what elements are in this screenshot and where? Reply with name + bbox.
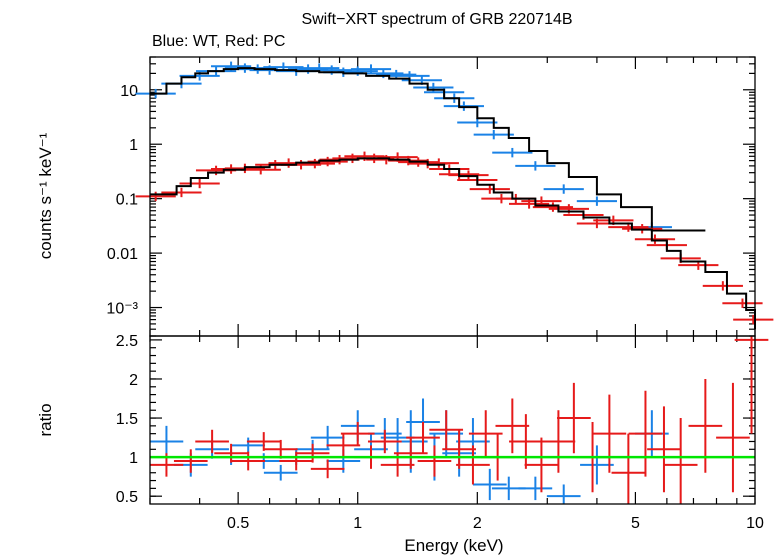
pc-ratio-point [340,421,375,446]
y-tick-label: 0.5 [116,489,138,506]
pc-ratio-point [295,443,330,463]
pc-data-point [722,298,763,308]
wt-ratio-point [580,445,614,485]
pc-ratio-point [628,390,663,477]
pc-ratio-point [417,445,452,477]
chart-subtitle: Blue: WT, Red: PC [152,33,285,50]
pc-ratio-point [663,418,698,504]
wt-data-point [515,161,556,171]
pc-ratio-point [326,433,361,458]
wt-ratio-point [472,468,507,501]
pc-data-point [521,196,562,206]
y-tick-label: 10⁻³ [106,301,138,318]
pc-ratio-point [647,406,681,493]
wt-ratio-point [263,464,298,481]
pc-ratio-point [173,449,208,473]
pc-ratio-point [406,421,440,454]
x-tick-label: 0.5 [227,515,249,532]
pc-data-point [179,178,220,189]
wt-ratio-point [518,476,553,501]
wt-data-point [457,117,498,128]
pc-data-point [634,234,676,244]
x-axis-label: Energy (keV) [404,536,503,555]
y-tick-label: 0.01 [107,246,138,263]
pc-data-point [161,187,202,198]
pc-model-line [150,157,756,330]
pc-ratio-point [592,394,627,473]
x-tick-label: 5 [631,515,640,532]
pc-data-point [702,281,743,291]
pc-ratio-point [214,443,248,463]
ratio-panel-frame [149,335,756,505]
pc-data-point [418,158,459,168]
y-tick-label: 2 [129,372,138,389]
pc-ratio-point [716,382,750,493]
y-tick-label: 1 [129,137,138,154]
pc-ratio-point [442,429,476,469]
wt-data-point [473,129,514,140]
wt-data-point [492,147,533,158]
wt-data-point [350,64,392,74]
pc-ratio-point [195,429,229,454]
pc-ratio-point [429,410,464,450]
bottom-y-axis-label: ratio [36,403,55,436]
pc-ratio-point [541,410,576,473]
wt-ratio-point [149,425,184,458]
pc-ratio-point [734,336,769,434]
pc-ratio-point [456,445,490,485]
pc-ratio-point [310,459,345,479]
pc-ratio-point [688,378,723,473]
y-tick-label: 1.5 [116,411,138,428]
ratio-panel: 0.5 1 1.5 2 2.5 0.5 1 2 5 10 [116,333,769,532]
pc-ratio-point [524,437,559,493]
wt-data-point [543,184,584,194]
pc-ratio-point [231,451,266,471]
x-tick-label: 10 [746,515,764,532]
pc-ratio-point [557,382,591,454]
wt-ratio-point [546,484,581,504]
pc-ratio-point [509,414,543,469]
y-tick-label: 2.5 [116,333,138,350]
pc-ratio-point [393,437,428,469]
pc-ratio-point [611,433,646,504]
pc-data-point [733,314,774,325]
wt-model-line [150,67,706,232]
pc-ratio-point [367,429,402,454]
spectrum-panel: 10 1 0.1 0.01 10⁻³ [106,56,774,337]
x-tick-label: 1 [353,515,362,532]
wt-data-point [576,196,618,206]
y-tick-label: 1 [129,450,138,467]
pc-ratio-point [246,432,281,451]
pc-data-point [135,191,176,202]
y-tick-label: 0.1 [116,192,138,209]
pc-ratio-point [495,398,530,454]
y-tick-label: 10 [120,83,138,100]
top-y-axis-label: counts s⁻¹ keV⁻¹ [36,132,55,259]
pc-data-point [469,184,510,194]
chart-title: Swift−XRT spectrum of GRB 220714B [301,11,572,28]
x-tick-label: 2 [473,515,482,532]
pc-ratio-point [279,451,314,471]
wt-ratio-point [231,437,266,454]
pc-data-point [532,202,574,212]
pc-ratio-point [263,439,298,459]
